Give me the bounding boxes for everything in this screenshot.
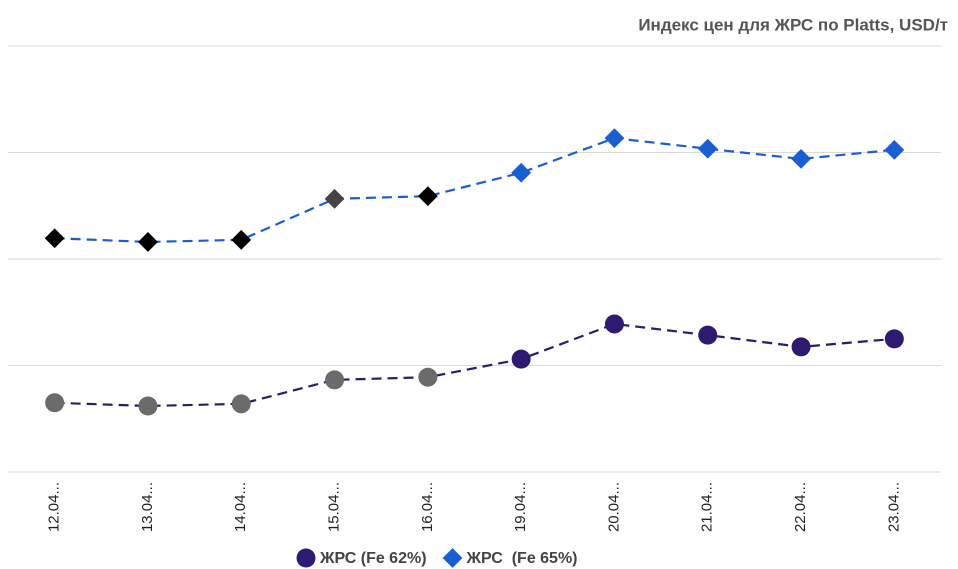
data-point: [791, 148, 811, 169]
data-point: [604, 314, 624, 334]
x-tick-label: 19.04...: [512, 482, 529, 532]
data-point: [697, 138, 718, 159]
data-point: [511, 349, 531, 369]
data-point: [698, 325, 718, 345]
data-point: [418, 367, 438, 387]
x-tick-label: 13.04...: [139, 482, 156, 532]
x-tick-label: 23.04...: [885, 482, 902, 532]
legend-marker: [442, 548, 463, 568]
x-tick-label: 22.04...: [792, 482, 809, 532]
data-point: [44, 228, 65, 249]
data-point: [231, 394, 251, 414]
data-point: [884, 139, 905, 160]
data-point: [325, 370, 345, 390]
data-point: [231, 229, 252, 250]
data-point: [417, 186, 438, 207]
data-point: [45, 393, 65, 413]
series-line: [54, 322, 895, 408]
data-point: [791, 337, 811, 357]
data-point: [324, 188, 345, 209]
x-tick-label: 20.04...: [605, 482, 622, 532]
x-tick-label: 15.04...: [326, 482, 343, 532]
data-point: [604, 128, 625, 149]
data-point: [884, 329, 904, 349]
x-tick-label: 21.04...: [699, 482, 716, 532]
legend-label: ЖРС (Fe 65%): [466, 550, 578, 567]
x-tick-label: 12.04...: [46, 482, 63, 532]
legend-label: ЖРС (Fe 62%): [319, 550, 427, 567]
series-line: [54, 136, 895, 244]
legend-marker: [296, 548, 316, 568]
data-point: [511, 162, 532, 183]
x-tick-label: 16.04...: [419, 482, 436, 532]
data-point: [138, 232, 158, 252]
chart-title: Индекс цен для ЖРС по Platts, USD/т: [638, 15, 948, 34]
x-tick-label: 14.04...: [232, 482, 249, 532]
data-point: [138, 396, 158, 416]
